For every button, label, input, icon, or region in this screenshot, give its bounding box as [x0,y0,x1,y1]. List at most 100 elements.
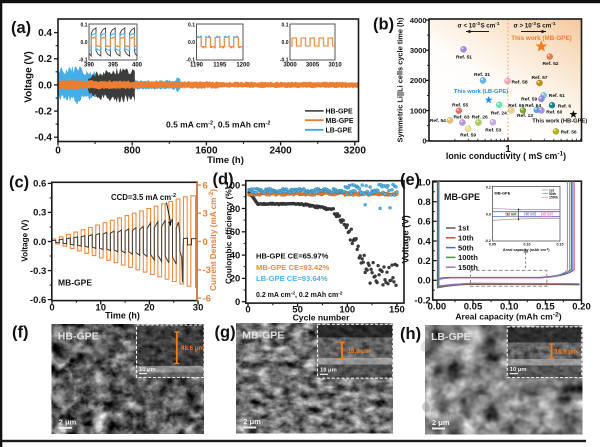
svg-text:10 μm: 10 μm [139,367,156,373]
svg-text:MB-GPE: MB-GPE [444,192,480,202]
svg-text:150th: 150th [458,263,478,272]
svg-text:0.15: 0.15 [536,302,555,313]
svg-text:40: 40 [230,250,241,261]
svg-text:0.3: 0.3 [33,208,46,219]
svg-text:0: 0 [55,146,61,157]
svg-text:-0.2: -0.2 [414,295,430,306]
svg-text:-0.1: -0.1 [186,58,195,64]
svg-text:0.4: 0.4 [38,28,52,39]
svg-text:Ref. 13: Ref. 13 [517,113,533,119]
svg-text:0.2: 0.2 [38,54,52,65]
svg-text:Ref. 53: Ref. 53 [485,127,501,133]
svg-text:0.05: 0.05 [489,243,496,247]
svg-text:150: 150 [389,305,405,316]
svg-text:0.1: 0.1 [81,23,88,29]
svg-text:45 mV: 45 mV [542,212,553,216]
svg-text:0.0: 0.0 [486,212,491,216]
svg-text:Ref. 24: Ref. 24 [491,110,507,116]
svg-text:0.6: 0.6 [417,217,430,228]
svg-text:Cycle number: Cycle number [293,313,350,323]
svg-text:10: 10 [95,303,106,314]
svg-text:LB-GPE: LB-GPE [326,127,353,134]
svg-text:Ref. 55: Ref. 55 [452,102,468,108]
svg-text:3005: 3005 [306,63,320,69]
svg-text:30: 30 [193,303,204,314]
svg-text:0.2 mA cm-2, 0.2 mAh cm-2: 0.2 mA cm-2, 0.2 mAh cm-2 [256,290,343,299]
svg-text:Time (h): Time (h) [105,310,140,320]
svg-text:100th: 100th [458,253,478,262]
svg-text:(g): (g) [215,324,236,342]
svg-text:Ref. 57: Ref. 57 [531,75,547,81]
svg-text:Voltage (V): Voltage (V) [21,219,30,261]
svg-text:-0.2: -0.2 [35,107,53,118]
svg-text:0.00: 0.00 [428,302,447,313]
svg-text:60: 60 [230,227,241,238]
svg-text:-0.1: -0.1 [79,58,88,64]
svg-text:0.10: 0.10 [524,243,531,247]
svg-text:(b): (b) [373,16,394,34]
svg-text:800: 800 [124,146,141,157]
svg-text:0.15: 0.15 [557,243,564,247]
svg-text:LB-GPE CE=93.64%: LB-GPE CE=93.64% [256,274,328,283]
svg-text:0.2: 0.2 [486,185,491,189]
svg-text:20: 20 [144,303,155,314]
svg-text:0.0: 0.0 [282,40,289,46]
svg-text:50th: 50th [458,243,474,252]
svg-text:10 μm: 10 μm [510,367,527,373]
svg-text:400: 400 [132,63,143,69]
svg-text:0.6: 0.6 [33,179,46,190]
svg-text:Ref. 63: Ref. 63 [453,115,469,121]
svg-text:σ < 10-3S cm-1: σ < 10-3S cm-1 [458,21,500,30]
svg-text:-0.3: -0.3 [30,266,46,277]
svg-text:σ > 10-3S cm-1: σ > 10-3S cm-1 [514,21,556,30]
svg-text:10 μm: 10 μm [320,368,337,374]
svg-text:1200: 1200 [236,63,250,69]
svg-text:-0.6: -0.6 [30,295,46,306]
svg-text:Ref. 56: Ref. 56 [561,130,577,136]
svg-text:0.0: 0.0 [33,237,46,248]
svg-text:0.2: 0.2 [417,256,430,267]
svg-text:This work (LB-GPE): This work (LB-GPE) [454,89,508,95]
svg-text:MB-GPE: MB-GPE [242,329,284,341]
svg-text:1190: 1190 [190,63,204,69]
svg-text:Ref. 60: Ref. 60 [546,110,562,116]
svg-text:1st: 1st [458,224,469,233]
svg-text:50th: 50th [549,192,556,196]
svg-text:Ref. 64: Ref. 64 [525,103,541,109]
svg-text:1: 1 [505,144,511,155]
svg-text:HB-GPE: HB-GPE [326,109,354,116]
svg-text:HB-GPE CE=65.97%: HB-GPE CE=65.97% [256,252,329,261]
svg-text:0.0: 0.0 [81,40,88,46]
svg-text:(h): (h) [400,325,421,343]
svg-text:This work (MB-GPE): This work (MB-GPE) [511,35,572,42]
svg-text:3000: 3000 [283,63,297,69]
svg-text:-0.1: -0.1 [280,58,289,64]
svg-text:CCD=3.5 mA cm-2: CCD=3.5 mA cm-2 [111,193,176,202]
svg-text:Ref. 59: Ref. 59 [521,96,537,102]
svg-text:-0.2: -0.2 [485,239,491,243]
svg-text:92 mV: 92 mV [506,212,517,216]
svg-text:0.10: 0.10 [500,302,519,313]
svg-text:3: 3 [203,209,208,220]
svg-text:0.05: 0.05 [464,302,483,313]
svg-text:Ref. 59: Ref. 59 [460,133,476,139]
svg-text:Areal capacity (mAh cm-2): Areal capacity (mAh cm-2) [503,247,550,252]
svg-text:0: 0 [235,297,240,308]
svg-text:2 μm: 2 μm [243,417,261,426]
svg-text:100: 100 [339,305,355,316]
svg-text:0: 0 [245,305,250,316]
svg-text:MB-GPE CE=93.42%: MB-GPE CE=93.42% [256,263,329,272]
svg-text:Ionic conductivity ( mS cm-1): Ionic conductivity ( mS cm-1) [446,151,566,162]
svg-text:16.9 μm: 16.9 μm [555,349,579,356]
svg-text:MB-GPE: MB-GPE [494,191,510,196]
svg-text:3010: 3010 [328,63,342,69]
svg-text:Ref. 61: Ref. 61 [549,93,565,99]
svg-text:Ref. 65: Ref. 65 [508,103,524,109]
svg-text:Ref. 6: Ref. 6 [558,104,572,110]
svg-text:Time (h): Time (h) [207,155,244,166]
svg-text:1.0: 1.0 [417,177,430,188]
svg-text:0.0: 0.0 [417,276,430,287]
svg-text:Ref. 26: Ref. 26 [472,115,488,121]
svg-text:2400: 2400 [269,146,292,157]
svg-text:6: 6 [203,180,208,191]
